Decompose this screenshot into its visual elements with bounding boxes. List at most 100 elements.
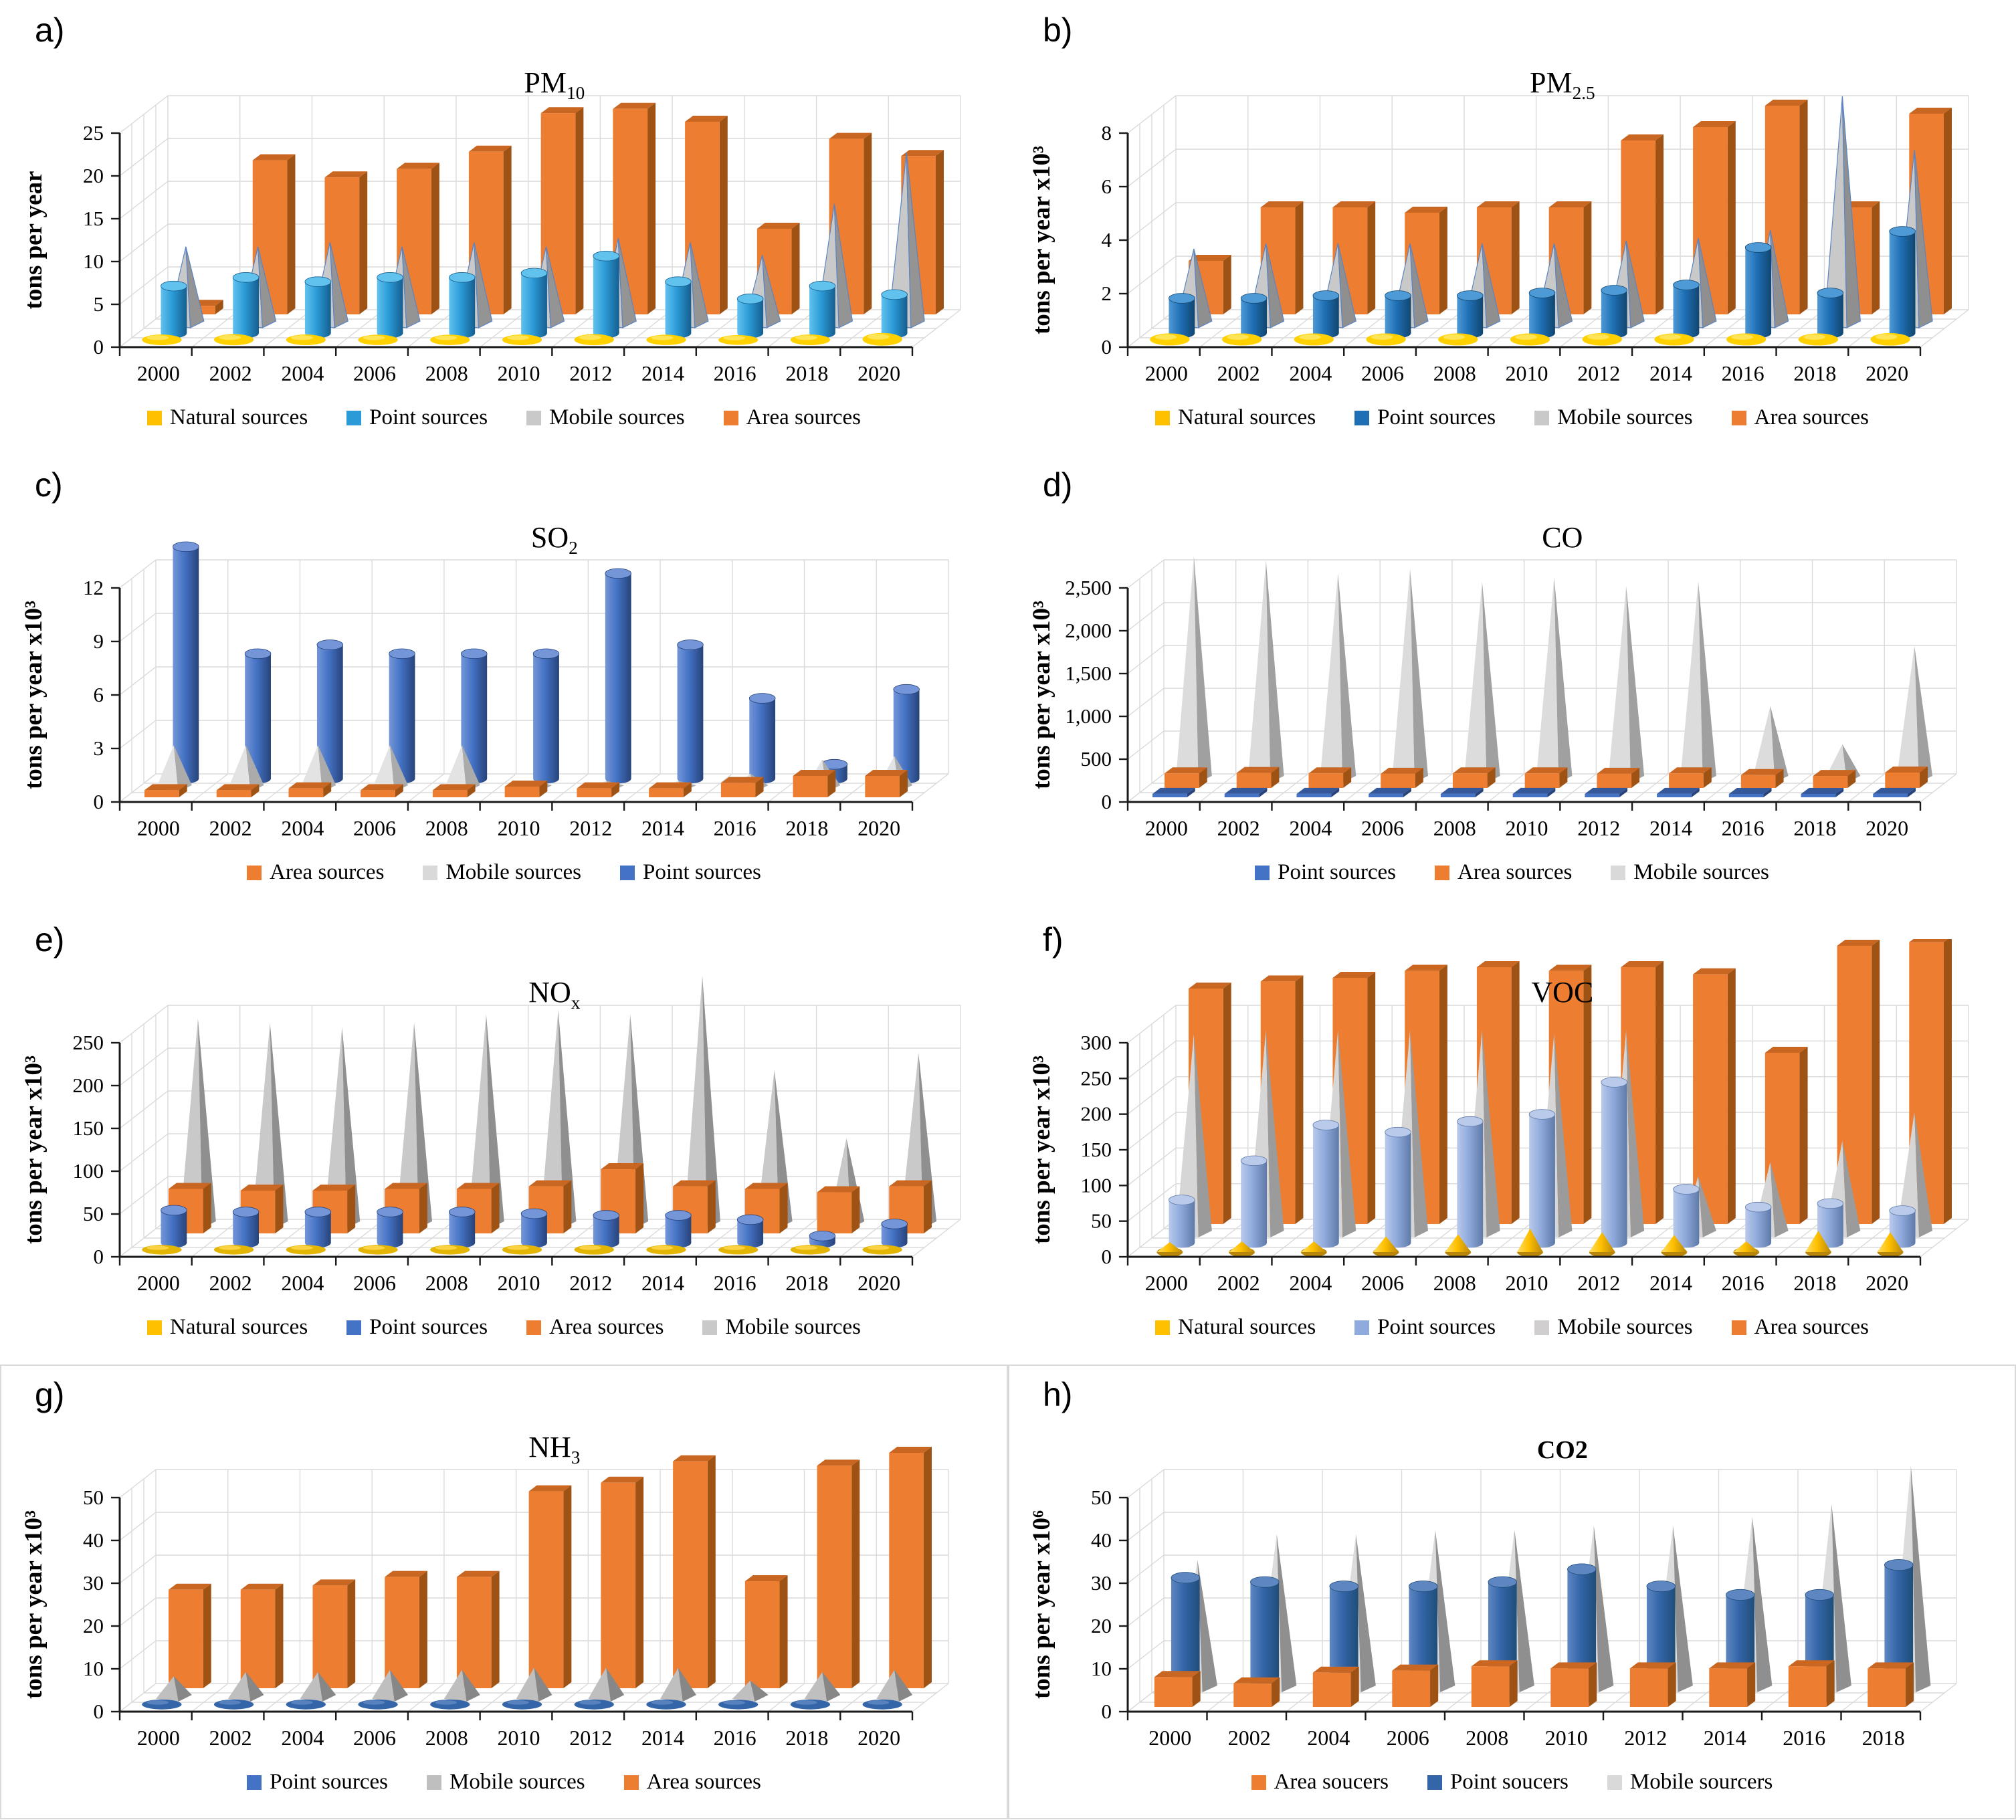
svg-text:2002: 2002	[209, 816, 251, 840]
chart-title-main: PM	[524, 66, 567, 99]
legend-item: Mobile sources	[1534, 1315, 1693, 1340]
panel-letter: a)	[35, 11, 65, 49]
legend-item: Area sources	[723, 405, 861, 430]
svg-text:2014: 2014	[1649, 361, 1692, 385]
axis-labels: 0 10 20 30 40 50 2000 2002 2004 2006 2008 2010 2012 2…	[1028, 1486, 1905, 1750]
chart-panel-so2: c) SO2 0 3 6 9 12 2000 2002 2004 2006 2008 2010 201…	[0, 455, 1008, 910]
legend-color-chip	[526, 1320, 542, 1335]
chart-title-sub: 10	[567, 82, 585, 103]
legend-color-chip	[247, 865, 262, 880]
tick-marks	[1118, 132, 1921, 356]
svg-text:2014: 2014	[1649, 816, 1692, 840]
svg-text:2014: 2014	[641, 1271, 684, 1295]
legend-item-label: Area sources	[1754, 1315, 1869, 1339]
legend-color-chip	[1354, 410, 1370, 425]
axes	[1126, 588, 1920, 803]
legend-item: Area sources	[1731, 1315, 1869, 1340]
chart-title-sub: 2	[569, 537, 578, 558]
legend-color-chip	[1534, 410, 1550, 425]
chart-title: VOC	[1531, 975, 1593, 1013]
svg-text:2004: 2004	[1289, 816, 1332, 840]
series-mobile-sources	[1175, 556, 1932, 783]
svg-text:2004: 2004	[1289, 361, 1332, 385]
axes	[118, 1043, 912, 1258]
legend-item: Natural sources	[147, 405, 308, 430]
svg-text:2018: 2018	[1793, 361, 1836, 385]
svg-text:2020: 2020	[858, 1726, 900, 1750]
svg-text:2008: 2008	[1433, 361, 1476, 385]
tick-marks	[110, 1041, 913, 1266]
legend-item: Point sources	[619, 860, 761, 885]
svg-text:20: 20	[83, 164, 104, 187]
svg-text:2000: 2000	[136, 1726, 179, 1750]
svg-text:0: 0	[1101, 335, 1112, 359]
panel-letter: g)	[35, 1376, 65, 1413]
chart-title: PM2.5	[1530, 66, 1595, 104]
svg-text:2018: 2018	[1793, 816, 1836, 840]
legend-item: Point sources	[1354, 405, 1496, 430]
panel-letter: c)	[35, 466, 63, 504]
y-axis-title: tons per year x10³	[1028, 601, 1055, 789]
svg-text:2016: 2016	[1783, 1726, 1825, 1750]
chart-title-main: PM	[1530, 66, 1573, 99]
panel-letter: b)	[1043, 11, 1073, 49]
legend-item-label: Point sources	[642, 860, 761, 884]
legend-color-chip	[346, 410, 362, 425]
chart-panel-co2: h) CO2 0 10 20 30 40 50 2000 2002 2004 2006 2008 20…	[1008, 1364, 2016, 1819]
svg-text:2020: 2020	[1866, 361, 1908, 385]
svg-text:20: 20	[1091, 1614, 1112, 1637]
chart-title: NH3	[528, 1430, 580, 1468]
legend-color-chip	[526, 410, 542, 425]
legend-item: Point sources	[346, 1315, 488, 1340]
legend-item: Point sources	[1255, 860, 1396, 885]
chart-title-main: SO	[530, 521, 569, 554]
y-axis-title: tons per year	[20, 171, 47, 310]
chart-title-sub: 2.5	[1572, 82, 1595, 103]
legend-voc: Natural sources Point sources Mobile sourc…	[1008, 1315, 2016, 1340]
svg-text:2010: 2010	[497, 1271, 540, 1295]
legend-item: Area sources	[526, 1315, 664, 1340]
svg-text:2004: 2004	[1289, 1271, 1332, 1295]
y-axis-title: tons per year x10⁶	[1028, 1510, 1055, 1699]
legend-color-chip	[702, 1320, 718, 1335]
svg-text:2000: 2000	[136, 361, 179, 385]
legend-item: Natural sources	[1155, 1315, 1316, 1340]
svg-text:2006: 2006	[1361, 361, 1404, 385]
svg-text:40: 40	[1091, 1528, 1112, 1552]
legend-item: Mobile sources	[526, 405, 685, 430]
legend-item-label: Point sources	[369, 405, 488, 429]
legend-item: Point sources	[346, 405, 488, 430]
legend-item: Area soucers	[1251, 1770, 1389, 1795]
legend-pm10: Natural sources Point sources Mobile sourc…	[0, 405, 1008, 430]
svg-text:1,500: 1,500	[1065, 662, 1112, 685]
svg-text:20: 20	[83, 1614, 104, 1637]
plot-area-co: 0 500 1,000 1,500 2,000 2,500 2000 2002 2004 2006…	[1028, 556, 1957, 840]
legend-item-label: Point sources	[369, 1315, 488, 1339]
axes	[118, 133, 912, 348]
y-axis-title: tons per year x10³	[20, 1510, 47, 1699]
legend-item-label: Mobile sources	[449, 1770, 585, 1794]
legend-item-label: Mobile sources	[1557, 405, 1693, 429]
chart-title: CO	[1542, 520, 1583, 559]
svg-text:2016: 2016	[713, 816, 756, 840]
chart-title: PM10	[524, 66, 585, 104]
svg-text:2016: 2016	[713, 361, 756, 385]
legend-color-chip	[247, 1775, 262, 1790]
chart-panel-pm10: a) PM10 0 5 10 15 20 25 2000 2002 2004 2006 2008 20…	[0, 0, 1008, 455]
svg-text:100: 100	[72, 1159, 104, 1183]
legend-color-chip	[1607, 1775, 1622, 1790]
svg-text:2: 2	[1101, 282, 1112, 305]
svg-text:2002: 2002	[209, 1271, 251, 1295]
svg-text:2016: 2016	[1721, 816, 1764, 840]
legend-color-chip	[1534, 1320, 1550, 1335]
tick-marks	[1118, 1041, 1921, 1266]
svg-text:2,000: 2,000	[1065, 619, 1112, 642]
axis-labels: 0 10 20 30 40 50 2000 2002 2004 2006 2008 2010 2012 2…	[20, 1486, 900, 1750]
svg-text:2020: 2020	[1866, 816, 1908, 840]
legend-item-label: Point sources	[1377, 1315, 1496, 1339]
svg-text:2008: 2008	[1466, 1726, 1508, 1750]
chart-title-main: CO	[1542, 521, 1583, 554]
series-natural-sources	[1156, 1228, 1904, 1257]
axis-labels: 0 500 1,000 1,500 2,000 2,500 2000 2002 2004 2006…	[1028, 576, 1908, 840]
